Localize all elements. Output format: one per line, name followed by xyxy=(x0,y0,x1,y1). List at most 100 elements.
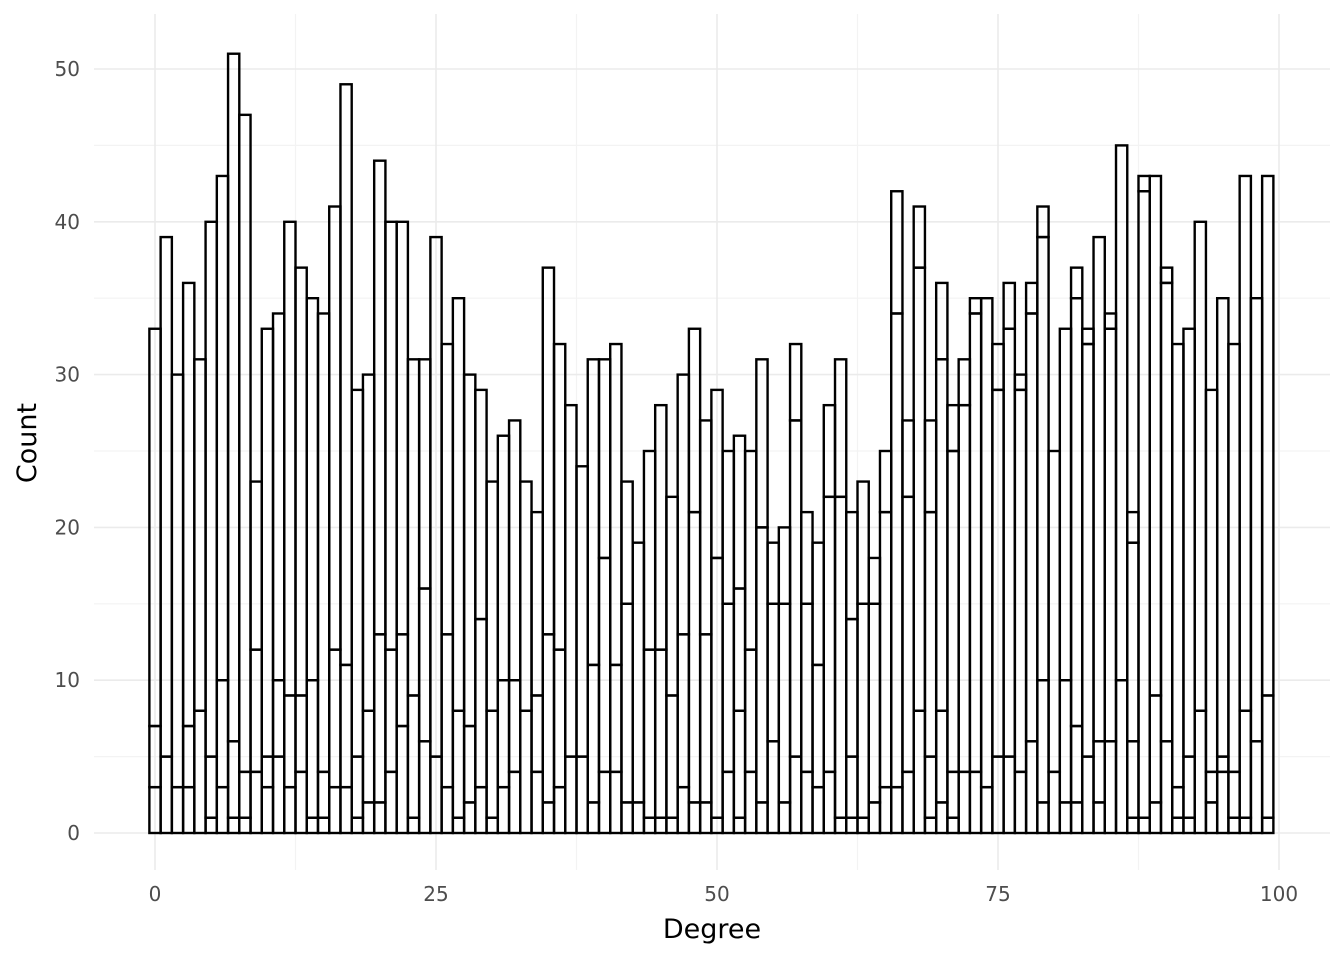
bar-segment xyxy=(496,434,511,682)
histogram-bar xyxy=(1148,174,1163,835)
bar-segment xyxy=(653,648,668,819)
bar-segment xyxy=(856,816,870,835)
bar-segment xyxy=(721,770,736,835)
histogram-bar xyxy=(260,327,275,835)
bar-segment xyxy=(743,648,758,774)
histogram-bar xyxy=(1092,235,1106,835)
bar-segment xyxy=(867,602,882,804)
bar-segment xyxy=(743,770,758,835)
bar-segment xyxy=(642,449,657,651)
histogram-bar xyxy=(1238,174,1253,835)
bar-segment xyxy=(1081,342,1095,758)
bar-segment xyxy=(755,526,769,804)
bar-segment xyxy=(181,785,196,835)
histogram-bar xyxy=(496,434,511,835)
y-axis-tick-labels: 0 10 20 30 40 50 xyxy=(55,57,80,845)
bar-segment xyxy=(260,785,275,835)
bar-segment xyxy=(283,220,297,697)
bar-segment xyxy=(609,342,623,667)
bar-segment xyxy=(946,403,960,453)
bar-segment xyxy=(1171,816,1185,835)
bar-segment xyxy=(215,679,230,789)
bar-segment xyxy=(1036,205,1050,239)
bar-segment xyxy=(474,785,488,835)
histogram-bar xyxy=(912,205,927,835)
bar-segment xyxy=(1204,801,1219,835)
bar-segment xyxy=(541,633,556,804)
bar-segment xyxy=(1148,174,1163,697)
histogram-bar xyxy=(1137,174,1151,835)
bar-segment xyxy=(564,755,578,835)
bar-segment xyxy=(1260,816,1275,835)
x-tick-label: 0 xyxy=(149,882,162,906)
bar-segment xyxy=(316,770,331,819)
histogram-bar xyxy=(665,495,679,835)
histogram-bar xyxy=(979,297,994,835)
bar-segment xyxy=(305,816,320,835)
bar-segment xyxy=(417,740,432,835)
histogram-bar xyxy=(620,480,634,835)
bar-segment xyxy=(1126,816,1140,835)
histogram-bar xyxy=(788,342,803,835)
bar-segment xyxy=(226,816,241,835)
histogram-bar xyxy=(1002,281,1017,835)
bar-segment xyxy=(462,373,477,728)
bar-segment xyxy=(451,816,466,835)
bar-segment xyxy=(260,327,275,758)
bar-segment xyxy=(564,403,578,758)
histogram-bar xyxy=(934,281,949,835)
bar-segment xyxy=(777,602,792,804)
bar-segment xyxy=(1069,724,1084,804)
x-axis-title: Degree xyxy=(663,914,761,945)
bar-segment xyxy=(890,312,904,789)
bar-segment xyxy=(946,449,960,774)
histogram-bar xyxy=(552,342,567,835)
x-axis-tick-labels: 0 25 50 75 100 xyxy=(149,882,1298,906)
bar-segment xyxy=(732,816,747,835)
histogram-bar xyxy=(631,541,646,835)
bar-segment xyxy=(979,297,994,789)
histogram-bar xyxy=(181,281,196,835)
bar-segment xyxy=(519,480,533,712)
bar-segment xyxy=(1260,174,1275,697)
bar-segment xyxy=(1013,388,1028,774)
bar-segment xyxy=(417,358,432,590)
histogram-bar xyxy=(215,174,230,835)
bar-segment xyxy=(485,709,500,819)
bar-segment xyxy=(1002,281,1017,330)
bar-segment xyxy=(934,281,949,361)
bar-segment xyxy=(923,510,938,758)
bar-segment xyxy=(901,419,915,499)
histogram-bar xyxy=(294,266,308,835)
bar-segment xyxy=(350,388,365,758)
bar-segment xyxy=(687,801,702,835)
bar-segment xyxy=(1092,801,1106,835)
bar-segment xyxy=(867,801,882,835)
bar-segment xyxy=(507,419,522,682)
x-tick-label: 25 xyxy=(423,882,448,906)
bar-segment xyxy=(777,801,792,835)
bar-segment xyxy=(1249,740,1264,835)
bar-segment xyxy=(238,770,252,819)
histogram-bar xyxy=(653,403,668,835)
bar-segment xyxy=(1227,770,1241,819)
bar-segment xyxy=(934,801,949,835)
histogram-bar xyxy=(372,159,387,835)
bar-segment xyxy=(507,679,522,774)
bar-segment xyxy=(979,785,994,835)
histogram-bar xyxy=(743,449,758,835)
bar-segment xyxy=(755,358,769,529)
histogram-bar xyxy=(1058,327,1073,835)
bar-segment xyxy=(676,785,691,835)
bar-segment xyxy=(968,312,983,774)
histogram-bar xyxy=(1103,312,1118,835)
bar-segment xyxy=(631,801,646,835)
bar-segment xyxy=(800,510,814,605)
histogram-bar xyxy=(541,266,556,835)
histogram-bar xyxy=(609,342,623,835)
bar-segment xyxy=(485,816,500,835)
bar-segment xyxy=(1215,755,1230,774)
bar-segment xyxy=(957,403,972,774)
bar-segment xyxy=(305,297,320,682)
bar-segment xyxy=(294,770,308,835)
